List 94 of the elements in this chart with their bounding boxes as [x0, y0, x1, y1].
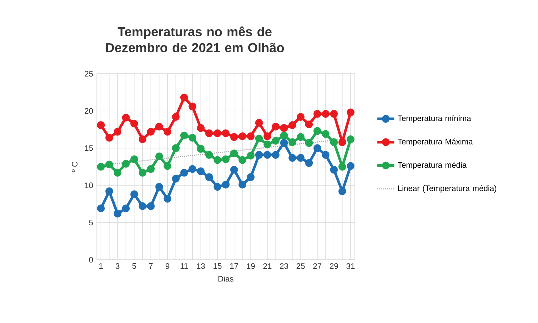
point [130, 190, 138, 198]
point [172, 175, 180, 183]
point [138, 136, 147, 144]
point [197, 168, 205, 176]
point [280, 139, 288, 148]
point [164, 162, 172, 170]
point [288, 154, 296, 162]
point [214, 156, 222, 164]
point [156, 152, 164, 160]
point [114, 169, 122, 177]
point [322, 151, 330, 159]
point [264, 132, 272, 140]
point [338, 138, 346, 146]
point [97, 163, 106, 171]
point [322, 130, 330, 138]
point [130, 120, 138, 128]
point [106, 134, 114, 142]
point [156, 122, 164, 131]
point [330, 138, 338, 146]
point [238, 132, 247, 140]
point [180, 94, 188, 102]
point [214, 183, 222, 191]
point [338, 188, 346, 196]
point [288, 121, 296, 130]
point [230, 150, 238, 158]
point [346, 162, 355, 170]
point [122, 114, 130, 122]
point [147, 128, 155, 136]
point [214, 130, 222, 138]
point [255, 151, 264, 159]
point [238, 156, 247, 164]
point [230, 166, 238, 174]
point [314, 144, 322, 152]
point [205, 151, 214, 159]
point [297, 133, 305, 142]
point [172, 113, 180, 122]
point [238, 180, 247, 189]
point [188, 134, 197, 142]
point [272, 137, 280, 145]
point [272, 151, 280, 159]
point [288, 138, 296, 146]
point [305, 159, 314, 168]
point [147, 165, 155, 174]
point [314, 127, 322, 136]
point [122, 160, 130, 168]
point [197, 124, 205, 132]
point [264, 151, 272, 159]
point [164, 195, 172, 203]
point [330, 166, 338, 174]
point [156, 183, 164, 191]
point [280, 132, 288, 140]
point [122, 204, 130, 213]
point [272, 122, 280, 131]
point [305, 139, 314, 148]
point [164, 128, 172, 136]
point [138, 169, 147, 177]
point [222, 156, 230, 164]
point [255, 119, 264, 127]
point [338, 163, 346, 171]
point [130, 156, 138, 164]
point [264, 140, 272, 149]
point [322, 110, 330, 118]
point [205, 130, 214, 138]
point [114, 210, 122, 218]
point [180, 132, 188, 140]
chart-title: Temperaturas no mês de Dezembro de 2021 em Olhão [106, 26, 284, 52]
point [346, 136, 355, 144]
point [305, 120, 314, 128]
point [330, 110, 338, 118]
point [346, 108, 355, 117]
point [147, 202, 155, 210]
point [106, 160, 114, 169]
point [138, 202, 147, 210]
point [255, 134, 264, 143]
point [247, 152, 255, 160]
point [172, 144, 180, 152]
point [297, 113, 305, 122]
point [114, 128, 122, 136]
point [97, 121, 106, 130]
point [97, 204, 106, 213]
point [280, 124, 288, 132]
point [314, 110, 322, 118]
point [222, 180, 230, 189]
point [197, 145, 205, 154]
point [247, 174, 255, 182]
point [188, 102, 197, 111]
point [188, 165, 197, 174]
point [222, 130, 230, 138]
point [297, 154, 305, 162]
point [205, 174, 214, 182]
point [230, 133, 238, 142]
point [247, 132, 255, 140]
point [106, 188, 114, 196]
point [180, 169, 188, 177]
